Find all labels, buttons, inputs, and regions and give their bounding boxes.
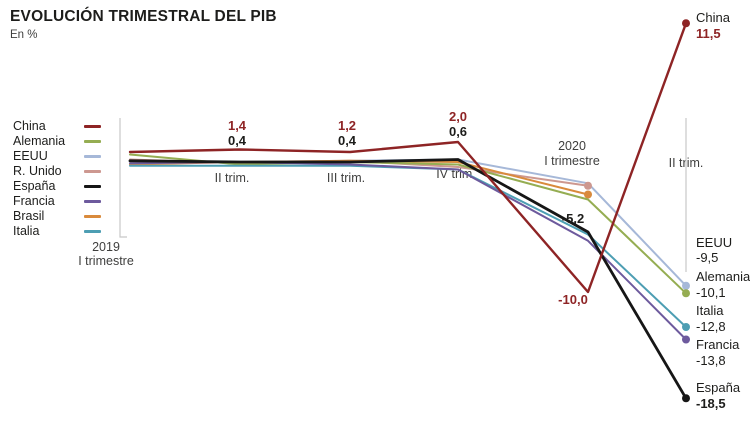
legend: China Alemania EEUU R. Unido España Francia Br…: [13, 119, 101, 239]
endpoint-dot-espa-a: [682, 394, 690, 403]
endpoint-dot-alemania: [682, 289, 690, 298]
axis-label-iv-trim: IV trim.: [436, 167, 476, 181]
legend-item-italia: Italia: [13, 224, 101, 239]
value-label-10-1: -10,1: [696, 285, 726, 300]
value-label-2-0: 2,0: [448, 109, 468, 124]
axis-label-ii-trim: II trim.: [214, 171, 250, 185]
chart-title: EVOLUCIÓN TRIMESTRAL DEL PIB: [10, 8, 277, 25]
value-label-espa-a: España: [696, 380, 741, 395]
chart-header: EVOLUCIÓN TRIMESTRAL DEL PIB En %: [10, 8, 277, 41]
value-label-0-6: 0,6: [448, 124, 468, 139]
legend-item-francia: Francia: [13, 194, 101, 209]
value-label-9-5: -9,5: [696, 250, 719, 265]
value-label-0-4: 0,4: [227, 133, 247, 148]
legend-item-eeuu: EEUU: [13, 149, 101, 164]
value-label-13-8: -13,8: [696, 353, 726, 368]
legend-label: Alemania: [13, 134, 66, 148]
legend-label: Italia: [13, 224, 40, 238]
endpoint-dot-brasil: [584, 190, 592, 199]
axis-label-i-trimestre: I trimestre: [544, 154, 600, 168]
legend-swatch-brasil: [84, 215, 101, 218]
value-label-12-8: -12,8: [696, 319, 726, 334]
value-label-eeuu: EEUU: [696, 235, 733, 250]
legend-label: España: [13, 179, 56, 193]
legend-item-alemania: Alemania: [13, 134, 101, 149]
legend-label: EEUU: [13, 149, 48, 163]
series-line-eeuu: [129, 158, 687, 287]
endpoint-dot-r-unido: [584, 181, 592, 190]
legend-swatch-francia: [84, 200, 101, 203]
legend-label: China: [13, 119, 46, 133]
value-label-italia: Italia: [696, 303, 724, 318]
value-label-0-4: 0,4: [337, 133, 357, 148]
endpoint-dot-china: [682, 19, 690, 28]
legend-item-r-unido: R. Unido: [13, 164, 101, 179]
chart-subtitle: En %: [10, 29, 38, 41]
legend-item-brasil: Brasil: [13, 209, 101, 224]
legend-item-espa-a: España: [13, 179, 101, 194]
endpoint-dot-francia: [682, 335, 690, 344]
legend-item-china: China: [13, 119, 101, 134]
value-label-1-2: 1,2: [337, 118, 357, 133]
legend-swatch-china: [84, 125, 101, 128]
axis-marker-line-0: [119, 118, 127, 238]
legend-swatch-alemania: [84, 140, 101, 143]
legend-label: Brasil: [13, 209, 45, 223]
axis-label-2020: 2020: [558, 139, 586, 153]
value-label-5-2: -5,2: [561, 211, 585, 226]
axis-label-iii-trim: III trim.: [326, 171, 366, 185]
series-line-china: [128, 22, 688, 294]
legend-swatch-italia: [84, 230, 101, 233]
legend-swatch-espa-a: [84, 185, 101, 188]
value-label-11-5: 11,5: [696, 26, 721, 41]
legend-swatch-eeuu: [84, 155, 101, 158]
legend-swatch-r-unido: [84, 170, 101, 173]
value-label-alemania: Alemania: [696, 269, 750, 284]
axis-label-2019: 2019: [92, 240, 120, 254]
value-label-18-5: -18,5: [696, 396, 726, 411]
legend-label: R. Unido: [13, 164, 62, 178]
endpoint-dot-italia: [682, 323, 690, 331]
value-label-10-0: -10,0: [558, 292, 588, 307]
legend-label: Francia: [13, 194, 55, 208]
series-line-alemania: [129, 153, 687, 295]
value-label-francia: Francia: [696, 337, 740, 352]
series-line-italia: [129, 164, 687, 328]
value-label-china: China: [696, 10, 730, 25]
endpoint-dot-eeuu: [682, 281, 690, 290]
value-label-1-4: 1,4: [227, 118, 247, 133]
axis-label-i-trimestre: I trimestre: [78, 254, 134, 268]
series-line-espa-a: [128, 158, 688, 400]
